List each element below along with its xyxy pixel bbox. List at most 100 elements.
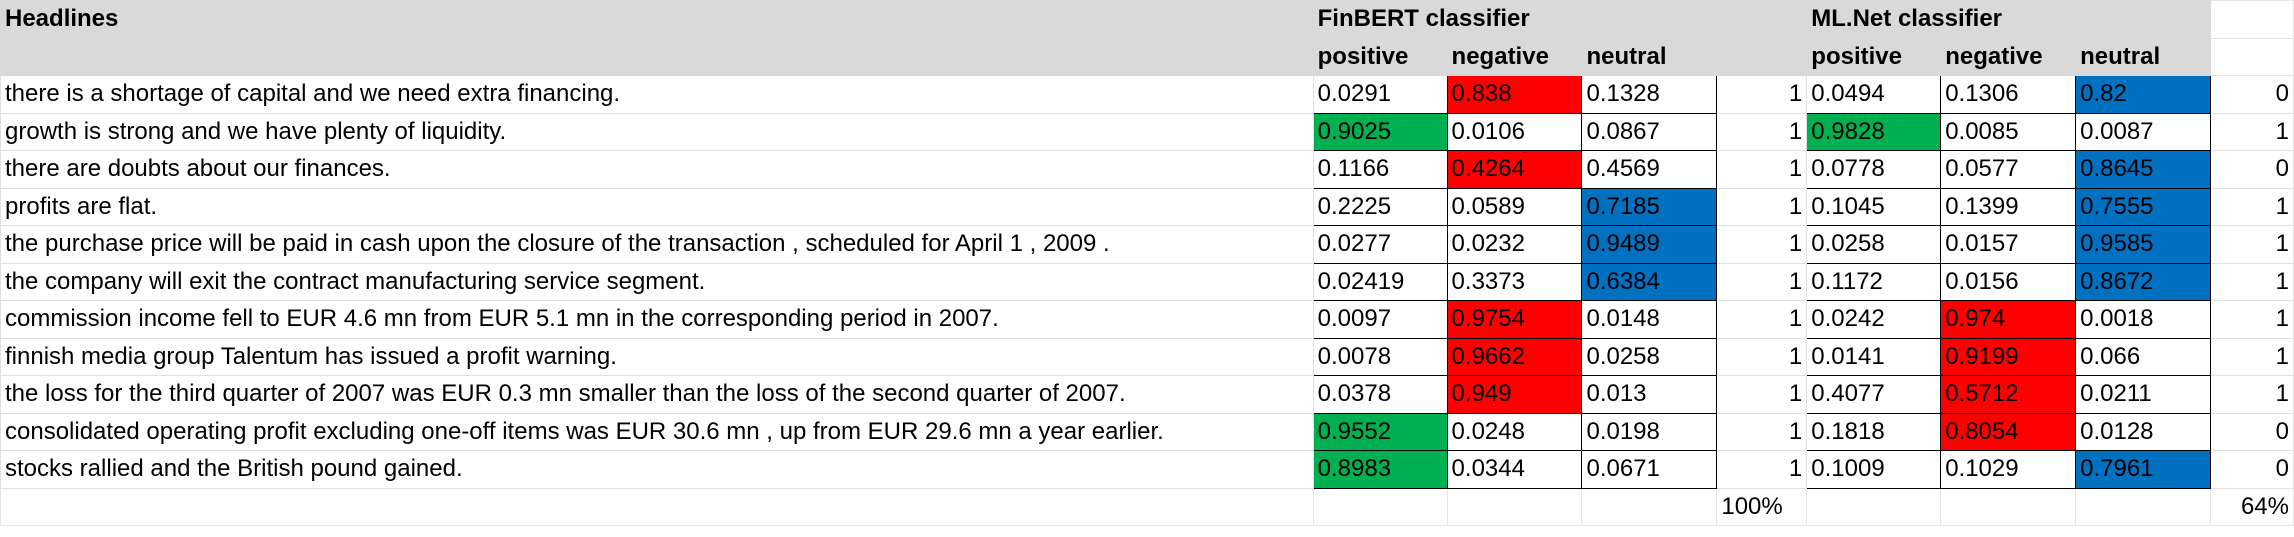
headline-cell: consolidated operating profit excluding … bbox=[0, 412, 1314, 451]
finbert-neutral-cell: 0.0671 bbox=[1581, 450, 1718, 489]
mlnet-positive-cell: 0.1172 bbox=[1806, 262, 1942, 301]
finbert-neutral-cell: 0.0258 bbox=[1581, 337, 1718, 376]
headline-cell: commission income fell to EUR 4.6 mn fro… bbox=[0, 300, 1314, 339]
mlnet-neutral-cell: 0.7961 bbox=[2075, 450, 2211, 489]
empty-cell bbox=[1581, 487, 1718, 526]
mlnet-negative-cell: 0.974 bbox=[1940, 300, 2077, 339]
empty-cell bbox=[1312, 487, 1448, 526]
finbert-neutral-cell: 0.0198 bbox=[1581, 412, 1718, 451]
finbert-positive-cell: 0.1166 bbox=[1312, 150, 1448, 189]
headlines-subheader bbox=[0, 37, 1314, 76]
finbert-neutral-cell: 0.0148 bbox=[1581, 300, 1718, 339]
table-row: there is a shortage of capital and we ne… bbox=[0, 75, 2294, 114]
finbert-neutral-cell: 0.6384 bbox=[1581, 262, 1718, 301]
mlnet-positive-cell: 0.1818 bbox=[1806, 412, 1942, 451]
mlnet-match-cell: 1 bbox=[2209, 337, 2294, 376]
finbert-negative-header: negative bbox=[1446, 37, 1583, 76]
empty-cell bbox=[1806, 487, 1942, 526]
mlnet-match-cell: 1 bbox=[2209, 225, 2294, 264]
finbert-negative-cell: 0.0589 bbox=[1446, 187, 1583, 226]
headline-cell: there is a shortage of capital and we ne… bbox=[0, 75, 1314, 114]
mlnet-negative-cell: 0.1399 bbox=[1940, 187, 2077, 226]
finbert-neutral-cell: 0.013 bbox=[1581, 375, 1718, 414]
finbert-positive-cell: 0.8983 bbox=[1312, 450, 1448, 489]
mlnet-match-cell: 1 bbox=[2209, 262, 2294, 301]
finbert-positive-cell: 0.9025 bbox=[1312, 112, 1448, 151]
mlnet-match-cell: 0 bbox=[2209, 150, 2294, 189]
finbert-match-cell: 1 bbox=[1716, 375, 1808, 414]
headline-cell: growth is strong and we have plenty of l… bbox=[0, 112, 1314, 151]
finbert-negative-cell: 0.4264 bbox=[1446, 150, 1583, 189]
mlnet-neutral-header: neutral bbox=[2075, 37, 2211, 76]
mlnet-positive-cell: 0.1045 bbox=[1806, 187, 1942, 226]
mlnet-negative-cell: 0.0577 bbox=[1940, 150, 2077, 189]
table-row: there are doubts about our finances. 0.11… bbox=[0, 150, 2294, 189]
totals-row: 100% 64% bbox=[0, 487, 2294, 526]
mlnet-neutral-cell: 0.8645 bbox=[2075, 150, 2211, 189]
header-spacer bbox=[1716, 0, 1808, 39]
finbert-positive-cell: 0.9552 bbox=[1312, 412, 1448, 451]
headline-cell: stocks rallied and the British pound gai… bbox=[0, 450, 1314, 489]
finbert-match-cell: 1 bbox=[1716, 112, 1808, 151]
mlnet-positive-cell: 0.1009 bbox=[1806, 450, 1942, 489]
finbert-negative-cell: 0.838 bbox=[1446, 75, 1583, 114]
finbert-positive-cell: 0.0078 bbox=[1312, 337, 1448, 376]
table-row: finnish media group Talentum has issued … bbox=[0, 337, 2294, 376]
finbert-negative-cell: 0.0344 bbox=[1446, 450, 1583, 489]
mlnet-match-cell: 0 bbox=[2209, 75, 2294, 114]
mlnet-negative-header: negative bbox=[1940, 37, 2077, 76]
headline-cell: finnish media group Talentum has issued … bbox=[0, 337, 1314, 376]
finbert-negative-cell: 0.0232 bbox=[1446, 225, 1583, 264]
empty-cell bbox=[2075, 487, 2211, 526]
mlnet-match-cell: 1 bbox=[2209, 187, 2294, 226]
mlnet-neutral-cell: 0.0211 bbox=[2075, 375, 2211, 414]
mlnet-positive-cell: 0.0494 bbox=[1806, 75, 1942, 114]
empty-cell bbox=[1446, 487, 1583, 526]
mlnet-neutral-cell: 0.0087 bbox=[2075, 112, 2211, 151]
mlnet-negative-cell: 0.5712 bbox=[1940, 375, 2077, 414]
mlnet-positive-cell: 0.0258 bbox=[1806, 225, 1942, 264]
header-row-2: positive negative neutral positive negat… bbox=[0, 37, 2294, 76]
finbert-match-cell: 1 bbox=[1716, 450, 1808, 489]
mlnet-positive-header: positive bbox=[1806, 37, 1942, 76]
mlnet-header: ML.Net classifier bbox=[1806, 0, 2211, 39]
finbert-header: FinBERT classifier bbox=[1312, 0, 1718, 39]
finbert-match-cell: 1 bbox=[1716, 150, 1808, 189]
mlnet-neutral-cell: 0.8672 bbox=[2075, 262, 2211, 301]
finbert-positive-cell: 0.0097 bbox=[1312, 300, 1448, 339]
mlnet-neutral-cell: 0.0128 bbox=[2075, 412, 2211, 451]
mlnet-match-cell: 1 bbox=[2209, 300, 2294, 339]
mlnet-positive-cell: 0.0141 bbox=[1806, 337, 1942, 376]
table-row: the loss for the third quarter of 2007 w… bbox=[0, 375, 2294, 414]
mlnet-negative-cell: 0.0156 bbox=[1940, 262, 2077, 301]
mlnet-negative-cell: 0.0085 bbox=[1940, 112, 2077, 151]
finbert-negative-cell: 0.9662 bbox=[1446, 337, 1583, 376]
finbert-positive-cell: 0.0291 bbox=[1312, 75, 1448, 114]
finbert-match-cell: 1 bbox=[1716, 75, 1808, 114]
finbert-neutral-header: neutral bbox=[1581, 37, 1718, 76]
finbert-negative-cell: 0.949 bbox=[1446, 375, 1583, 414]
headline-cell: there are doubts about our finances. bbox=[0, 150, 1314, 189]
mlnet-negative-cell: 0.9199 bbox=[1940, 337, 2077, 376]
table-row: stocks rallied and the British pound gai… bbox=[0, 450, 2294, 489]
finbert-match-cell: 1 bbox=[1716, 225, 1808, 264]
mlnet-positive-cell: 0.0778 bbox=[1806, 150, 1942, 189]
mlnet-match-cell: 0 bbox=[2209, 450, 2294, 489]
finbert-match-cell: 1 bbox=[1716, 337, 1808, 376]
header-blank bbox=[2209, 0, 2294, 39]
mlnet-negative-cell: 0.1029 bbox=[1940, 450, 2077, 489]
subheader-blank bbox=[2209, 37, 2294, 76]
finbert-positive-cell: 0.02419 bbox=[1312, 262, 1448, 301]
subheader-spacer bbox=[1716, 37, 1808, 76]
empty-cell bbox=[1940, 487, 2077, 526]
mlnet-negative-cell: 0.1306 bbox=[1940, 75, 2077, 114]
mlnet-match-cell: 0 bbox=[2209, 412, 2294, 451]
mlnet-negative-cell: 0.0157 bbox=[1940, 225, 2077, 264]
mlnet-match-cell: 1 bbox=[2209, 112, 2294, 151]
finbert-positive-header: positive bbox=[1312, 37, 1448, 76]
finbert-neutral-cell: 0.9489 bbox=[1581, 225, 1718, 264]
finbert-negative-cell: 0.9754 bbox=[1446, 300, 1583, 339]
mlnet-neutral-cell: 0.9585 bbox=[2075, 225, 2211, 264]
table-row: growth is strong and we have plenty of l… bbox=[0, 112, 2294, 151]
mlnet-positive-cell: 0.0242 bbox=[1806, 300, 1942, 339]
